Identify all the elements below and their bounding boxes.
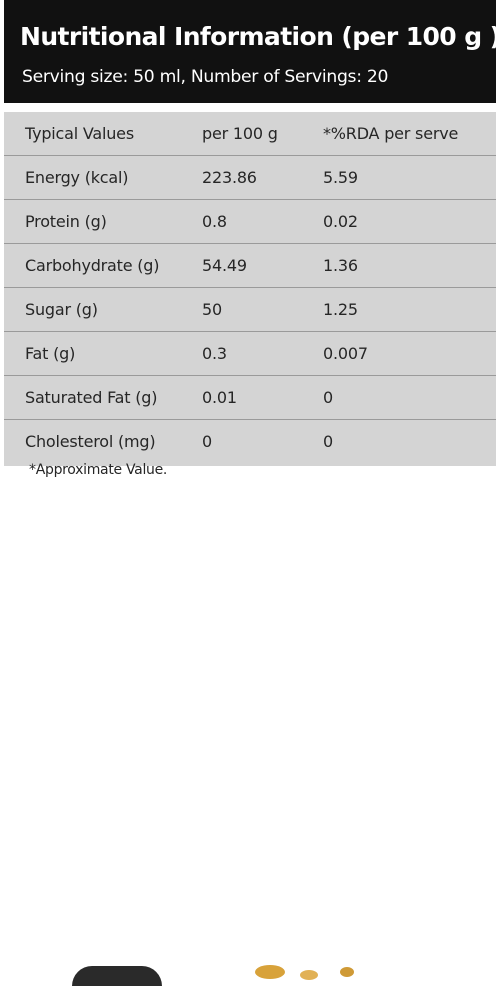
approximate-value-footnote: *Approximate Value. [29, 462, 168, 478]
nutrient-rda: 5.59 [323, 168, 358, 187]
nutrient-per-100g: 0.3 [202, 344, 227, 363]
nutrient-label: Cholesterol (mg) [25, 432, 156, 451]
nutrient-rda: 0.02 [323, 212, 358, 231]
nutrient-rda: 1.25 [323, 300, 358, 319]
header-typical-values: Typical Values [25, 124, 134, 143]
gold-splash-decoration [300, 970, 318, 980]
product-background-decoration [0, 480, 500, 986]
header-rda-per-serve: *%RDA per serve [323, 124, 459, 143]
nutrient-rda: 0 [323, 432, 333, 451]
nutrient-rda: 1.36 [323, 256, 358, 275]
nutrient-per-100g: 0.01 [202, 388, 237, 407]
nutrition-table: Typical Values per 100 g *%RDA per serve… [4, 112, 496, 466]
nutrient-label: Carbohydrate (g) [25, 256, 160, 275]
nutrient-rda: 0.007 [323, 344, 368, 363]
table-row: Energy (kcal) 223.86 5.59 [4, 156, 496, 200]
table-row: Carbohydrate (g) 54.49 1.36 [4, 244, 496, 288]
table-row: Fat (g) 0.3 0.007 [4, 332, 496, 376]
nutrient-label: Fat (g) [25, 344, 76, 363]
nutrient-per-100g: 0.8 [202, 212, 227, 231]
table-row: Cholesterol (mg) 0 0 [4, 420, 496, 466]
nutrient-label: Energy (kcal) [25, 168, 129, 187]
nutrient-per-100g: 54.49 [202, 256, 247, 275]
nutrient-per-100g: 0 [202, 432, 212, 451]
header-per-100g: per 100 g [202, 124, 278, 143]
nutrient-per-100g: 50 [202, 300, 222, 319]
serving-info: Serving size: 50 ml, Number of Servings:… [22, 67, 389, 87]
gold-splash-decoration [255, 965, 285, 979]
dark-splash-decoration [72, 966, 162, 986]
table-row: Sugar (g) 50 1.25 [4, 288, 496, 332]
nutrition-title: Nutritional Information (per 100 g ) [20, 22, 500, 51]
table-row: Saturated Fat (g) 0.01 0 [4, 376, 496, 420]
nutrition-panel: Nutritional Information (per 100 g ) Ser… [4, 0, 500, 500]
nutrient-label: Saturated Fat (g) [25, 388, 158, 407]
nutrition-header: Nutritional Information (per 100 g ) Ser… [4, 0, 500, 103]
table-row: Protein (g) 0.8 0.02 [4, 200, 496, 244]
gold-splash-decoration [340, 967, 354, 977]
table-header-row: Typical Values per 100 g *%RDA per serve [4, 112, 496, 156]
nutrient-label: Protein (g) [25, 212, 107, 231]
nutrient-rda: 0 [323, 388, 333, 407]
nutrient-label: Sugar (g) [25, 300, 98, 319]
nutrient-per-100g: 223.86 [202, 168, 257, 187]
